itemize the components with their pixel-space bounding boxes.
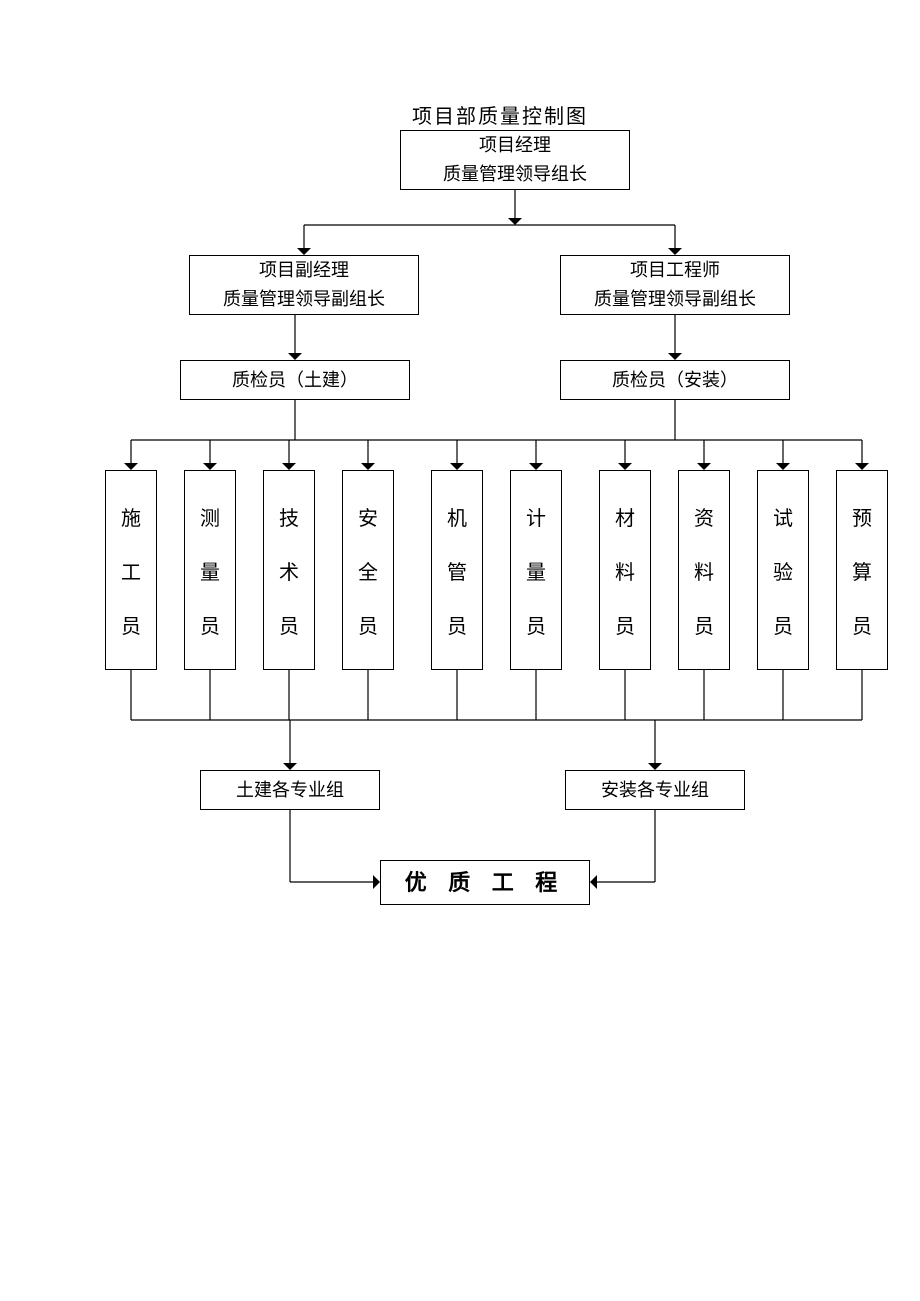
role-char: 员 [121,610,141,639]
role-char: 员 [773,610,793,639]
node-role-0: 施工员 [105,470,157,670]
diagram-title: 项目部质量控制图 [370,100,630,128]
node-role-2: 技术员 [263,470,315,670]
role-char: 算 [852,556,872,585]
node-deputy-left: 项目副经理 质量管理领导副组长 [189,255,419,315]
node-line1: 项目副经理 [259,256,349,285]
role-char: 工 [121,556,141,585]
role-char: 量 [526,556,546,585]
role-char: 全 [358,556,378,585]
node-role-8: 试验员 [757,470,809,670]
role-char: 员 [615,610,635,639]
role-char: 安 [358,502,378,531]
diagram-canvas: 项目部质量控制图 项目经理 质量管理领导组长 项目副经理 质量管理领导副组长 项… [0,0,920,1301]
role-char: 员 [694,610,714,639]
node-group-left: 土建各专业组 [200,770,380,810]
node-role-6: 材料员 [599,470,651,670]
node-text: 优 质 工 程 [405,865,566,900]
node-final: 优 质 工 程 [380,860,590,905]
node-role-9: 预算员 [836,470,888,670]
role-char: 员 [358,610,378,639]
role-char: 员 [526,610,546,639]
role-char: 员 [279,610,299,639]
role-char: 料 [615,556,635,585]
role-char: 术 [279,556,299,585]
node-text: 质检员（土建） [232,366,358,395]
role-char: 料 [694,556,714,585]
role-char: 试 [773,502,793,531]
node-qc-left: 质检员（土建） [180,360,410,400]
role-char: 验 [773,556,793,585]
node-line2: 质量管理领导副组长 [223,285,385,314]
role-char: 员 [200,610,220,639]
node-role-5: 计量员 [510,470,562,670]
role-char: 测 [200,502,220,531]
node-line2: 质量管理领导组长 [443,160,587,189]
node-role-1: 测量员 [184,470,236,670]
role-char: 技 [279,502,299,531]
role-char: 管 [447,556,467,585]
node-text: 质检员（安装） [612,366,738,395]
role-char: 计 [526,502,546,531]
node-project-manager: 项目经理 质量管理领导组长 [400,130,630,190]
role-char: 资 [694,502,714,531]
node-group-right: 安装各专业组 [565,770,745,810]
role-char: 机 [447,502,467,531]
role-char: 员 [852,610,872,639]
node-line1: 项目经理 [479,131,551,160]
node-qc-right: 质检员（安装） [560,360,790,400]
node-deputy-right: 项目工程师 质量管理领导副组长 [560,255,790,315]
node-text: 安装各专业组 [601,776,709,805]
role-char: 员 [447,610,467,639]
node-role-3: 安全员 [342,470,394,670]
node-text: 土建各专业组 [236,776,344,805]
role-char: 材 [615,502,635,531]
role-char: 量 [200,556,220,585]
role-char: 施 [121,502,141,531]
node-role-7: 资料员 [678,470,730,670]
node-role-4: 机管员 [431,470,483,670]
role-char: 预 [852,502,872,531]
node-line2: 质量管理领导副组长 [594,285,756,314]
node-line1: 项目工程师 [630,256,720,285]
